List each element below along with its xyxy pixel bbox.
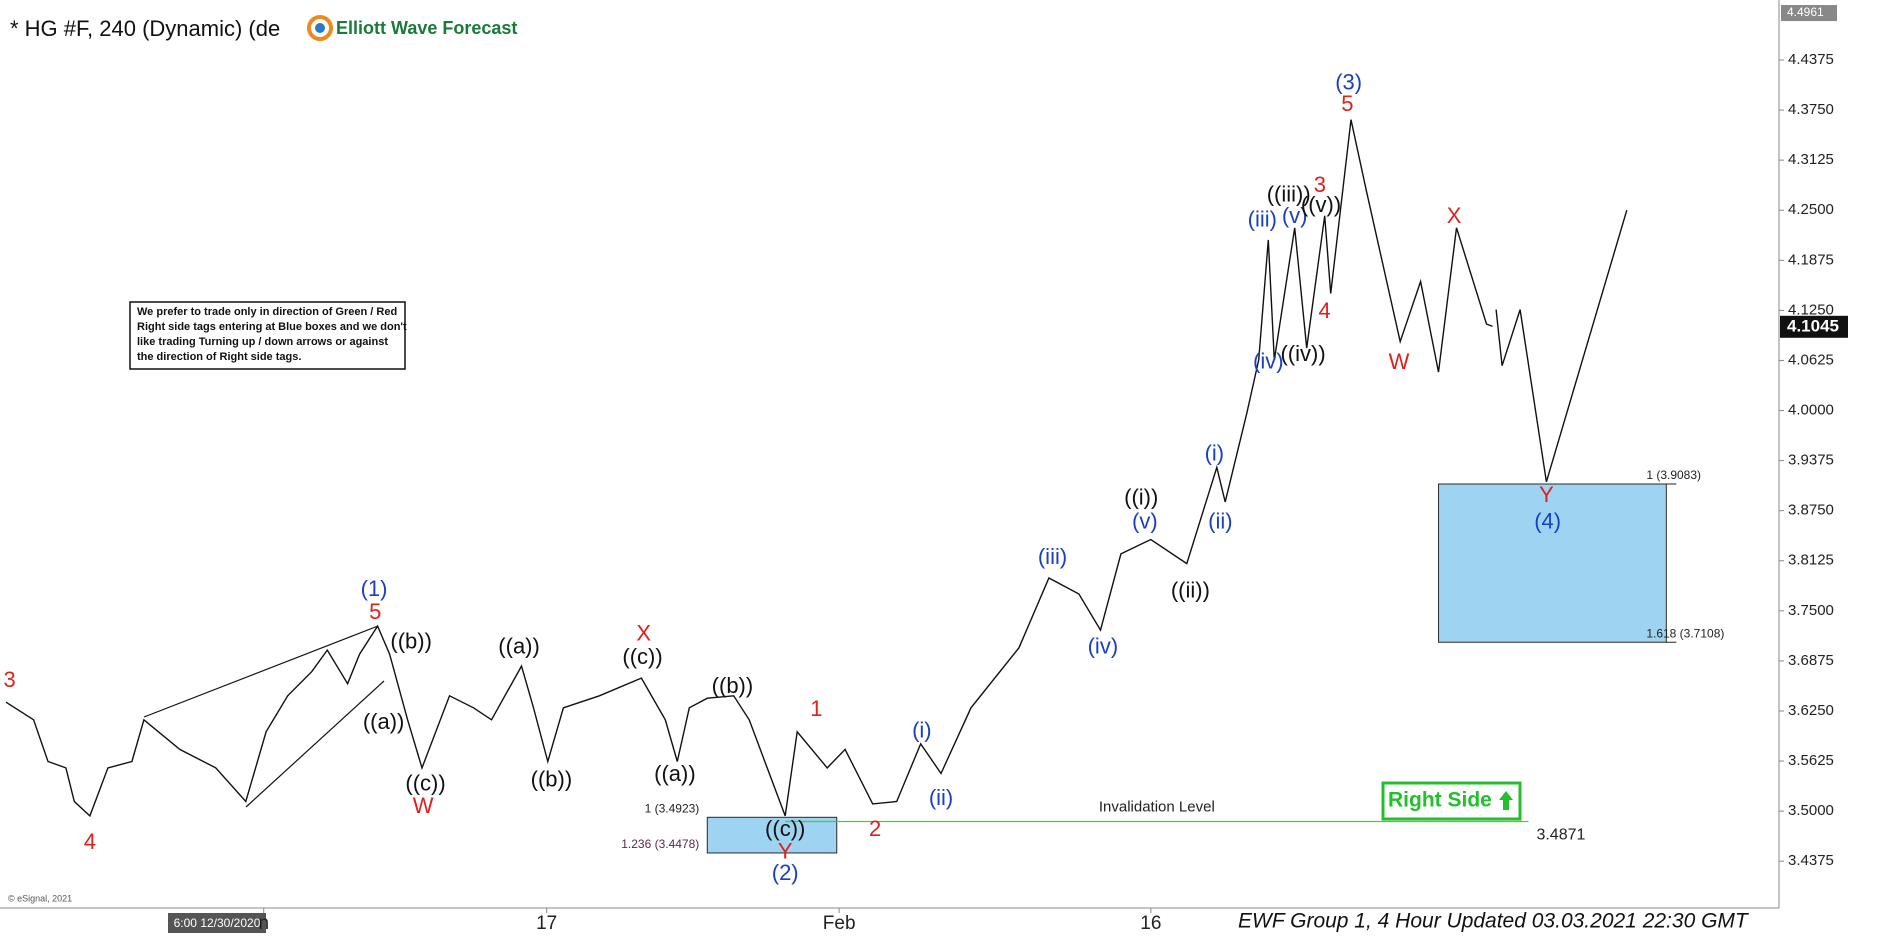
right-side-arrow — [1499, 791, 1513, 810]
logo-icon — [307, 15, 333, 41]
y-tick-label: 3.5625 — [1788, 752, 1834, 769]
wave-label: ((a)) — [363, 709, 405, 734]
y-tick-label: 4.0000 — [1788, 401, 1834, 418]
wave-label: (v) — [1282, 203, 1308, 228]
y-tick-label: 4.1875 — [1788, 251, 1834, 268]
zone-label: 1 (3.9083) — [1646, 468, 1701, 482]
wave-label: 4 — [1319, 298, 1331, 323]
note-line: We prefer to trade only in direction of … — [137, 306, 397, 318]
wave-label: W — [1389, 349, 1410, 374]
x-tick-label: n — [258, 913, 269, 934]
high-marker-label: 4.4961 — [1787, 5, 1824, 19]
footer: EWF Group 1, 4 Hour Updated 03.03.2021 2… — [1238, 910, 1750, 933]
wave-label: 1 — [810, 696, 822, 721]
wave-label: (1) — [361, 576, 388, 601]
high-marker-box — [1781, 5, 1837, 22]
y-tick-label: 3.8750 — [1788, 502, 1834, 519]
wave-label: (3) — [1335, 69, 1362, 94]
last-price-box — [1780, 315, 1848, 338]
y-tick-label: 3.6875 — [1788, 652, 1834, 669]
wedge-line — [143, 625, 379, 718]
y-tick-label: 3.5000 — [1788, 802, 1834, 819]
wave-label: ((iii)) — [1267, 182, 1311, 207]
wave-label: (iv) — [1253, 348, 1284, 373]
note-line: Right side tags entering at Blue boxes a… — [137, 321, 407, 333]
wave-label: ((c)) — [405, 771, 445, 796]
zone-label: 1 (3.4923) — [645, 801, 700, 815]
target-zone — [1438, 483, 1667, 643]
price-line — [5, 119, 1493, 818]
wedge-line — [245, 680, 385, 808]
y-tick-label: 3.7500 — [1788, 602, 1834, 619]
logo-bg — [306, 12, 526, 44]
copyright: © eSignal, 2021 — [8, 893, 72, 903]
y-tick-label: 3.9375 — [1788, 452, 1834, 469]
cursor-box — [168, 913, 266, 933]
wave-label: ((a)) — [654, 761, 696, 786]
y-tick-label: 3.6250 — [1788, 702, 1834, 719]
y-tick-label: 4.1250 — [1788, 301, 1834, 318]
note: We prefer to trade only in direction of … — [137, 306, 407, 363]
last-price-label: 4.1045 — [1787, 316, 1839, 335]
wave-label: (2) — [772, 860, 799, 885]
y-tick-label: 4.2500 — [1788, 201, 1834, 218]
wave-label: 5 — [1341, 91, 1353, 116]
target-zone — [706, 816, 838, 854]
y-tick-label: 4.4375 — [1788, 51, 1834, 68]
wave-label: ((c)) — [765, 816, 805, 841]
wave-label: X — [636, 621, 651, 646]
zone-label: 1.236 (3.4478) — [621, 837, 699, 851]
cursor-label: 6:00 12/30/2020 — [174, 916, 261, 930]
wave-label: (iv) — [1088, 633, 1119, 658]
wave-label: ((a)) — [498, 633, 540, 658]
wave-label: (ii) — [1208, 509, 1232, 534]
wave-label: (4) — [1534, 509, 1561, 534]
logo-icon — [315, 23, 325, 33]
chart-title: * HG #F, 240 (Dynamic) (de — [10, 16, 280, 41]
y-tick-label: 4.3750 — [1788, 101, 1834, 118]
wave-label: ((c)) — [622, 644, 662, 669]
wave-label: (i) — [1205, 440, 1225, 465]
x-tick-label: 16 — [1140, 913, 1161, 934]
invalidation-value: 3.4871 — [1536, 827, 1585, 844]
wave-label: ((b)) — [531, 766, 573, 791]
wave-label: ((b)) — [390, 629, 432, 654]
y-tick-label: 3.4375 — [1788, 852, 1834, 869]
wave-label: (v) — [1132, 509, 1158, 534]
wave-label: 4 — [84, 829, 96, 854]
x-tick-label: Feb — [823, 913, 856, 934]
invalidation-label: Invalidation Level — [1099, 798, 1215, 815]
wave-label: ((v)) — [1301, 192, 1341, 217]
wave-label: ((i)) — [1124, 484, 1158, 509]
y-tick-label: 4.0625 — [1788, 351, 1834, 368]
y-tick-label: 3.8125 — [1788, 552, 1834, 569]
wave-label: ((b)) — [712, 673, 754, 698]
wave-label: 3 — [3, 667, 15, 692]
wave-label: (ii) — [929, 785, 953, 810]
wave-label: X — [1447, 203, 1462, 228]
note-line: the direction of Right side tags. — [137, 351, 301, 363]
wave-label: 5 — [369, 599, 381, 624]
wave-label: ((ii)) — [1171, 577, 1210, 602]
wave-label: (i) — [912, 718, 932, 743]
wave-label: (iii) — [1248, 206, 1277, 231]
wave-label: 3 — [1314, 172, 1326, 197]
right-side-box — [1381, 781, 1522, 821]
wave-label: Y — [1539, 482, 1554, 507]
y-tick-label: 4.3125 — [1788, 151, 1834, 168]
wave-label: Y — [778, 839, 793, 864]
zone-label: 1.618 (3.7108) — [1646, 626, 1724, 640]
right-side-label: Right Side — [1388, 789, 1492, 812]
wave-label: W — [413, 793, 434, 818]
price-line — [1495, 210, 1628, 482]
wave-label: 2 — [869, 816, 881, 841]
wave-label: (iii) — [1038, 544, 1067, 569]
note-line: like trading Turning up / down arrows or… — [137, 336, 388, 348]
wave-label: ((iv)) — [1280, 341, 1325, 366]
logo-text: Elliott Wave Forecast — [336, 18, 517, 38]
note-box — [129, 301, 406, 370]
x-tick-label: 17 — [536, 913, 557, 934]
